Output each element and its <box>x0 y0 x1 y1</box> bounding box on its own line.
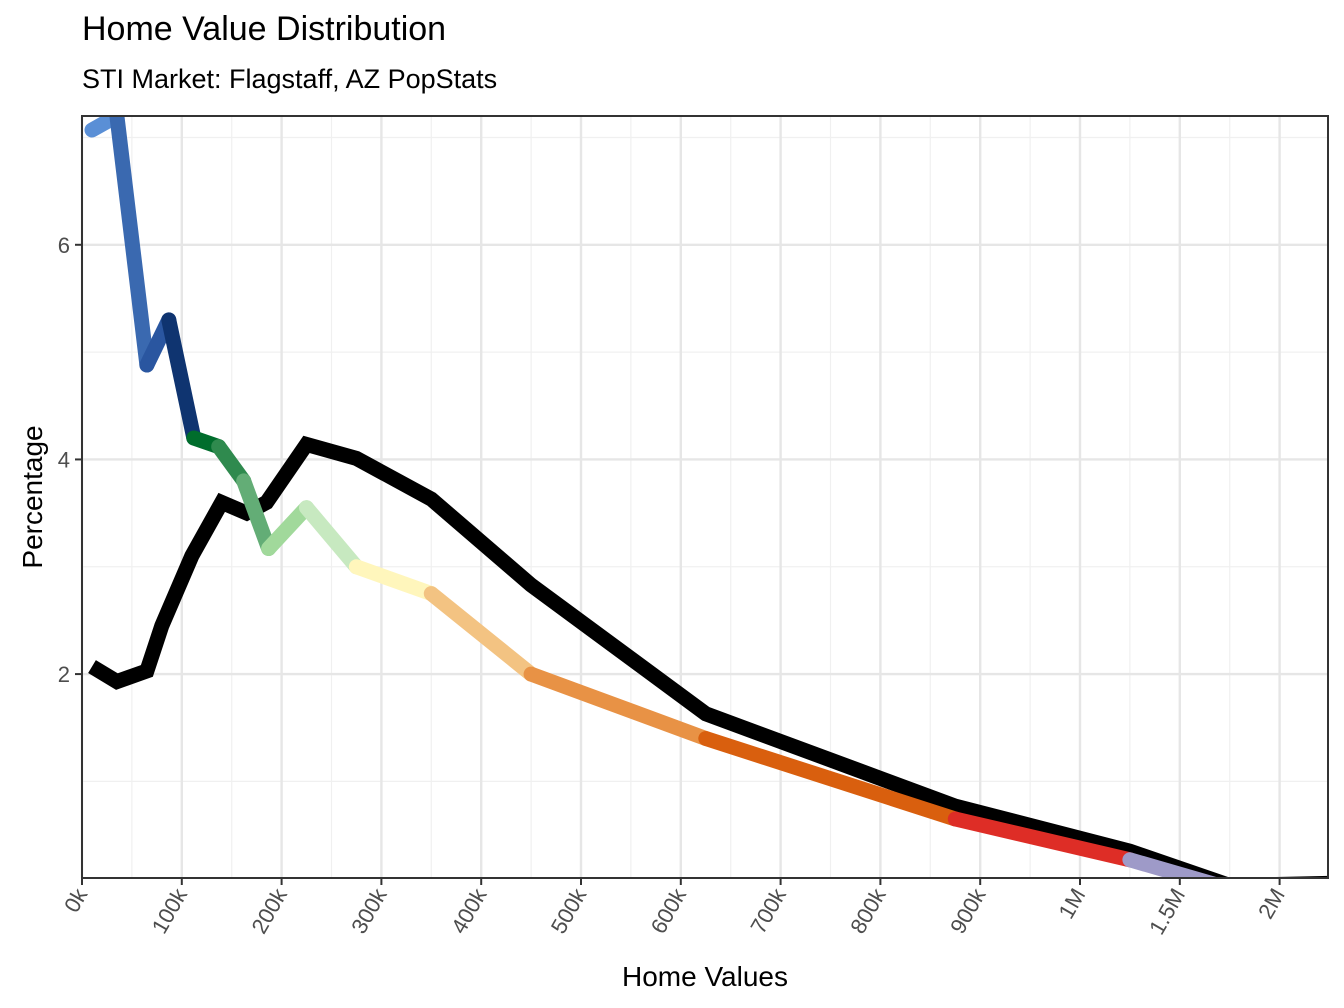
series-layer <box>84 116 1328 878</box>
x-tick-label: 500k <box>546 883 592 938</box>
chart-subtitle: STI Market: Flagstaff, AZ PopStats <box>82 64 498 94</box>
y-tick-label: 2 <box>58 662 70 687</box>
x-tick-label: 1M <box>1053 884 1090 923</box>
series-segment <box>236 473 277 556</box>
x-tick-label: 1.5M <box>1144 884 1190 939</box>
x-tick-label: 100k <box>147 883 193 938</box>
plot-panel-border <box>81 115 1329 879</box>
series-segment <box>1122 852 1220 878</box>
series-line-black <box>88 435 1328 878</box>
x-tick-label: 200k <box>246 883 292 938</box>
plot-panel-background <box>82 116 1328 878</box>
series-segment <box>947 811 1138 868</box>
x-tick-label: 0k <box>59 883 93 916</box>
x-tick-label: 400k <box>446 883 492 938</box>
series-segment <box>423 586 539 682</box>
x-tick-label: 800k <box>845 883 891 938</box>
series-segment <box>299 500 364 575</box>
x-tick-label: 300k <box>346 883 392 938</box>
series-segment <box>698 731 963 827</box>
x-axis-title: Home Values <box>622 961 788 992</box>
y-tick-label: 4 <box>58 447 70 472</box>
y-tick-label: 6 <box>58 233 70 258</box>
x-tick-label: 600k <box>646 883 692 938</box>
chart-title: Home Value Distribution <box>82 10 447 48</box>
series-segment <box>348 559 439 602</box>
x-tick-label: 900k <box>945 883 991 938</box>
series-segment <box>109 116 155 373</box>
x-tick-label: 700k <box>745 883 791 938</box>
x-tick-label: 2M <box>1253 884 1290 923</box>
series-segment <box>261 500 314 556</box>
series-segment <box>161 312 202 446</box>
y-axis-title: Percentage <box>17 425 48 568</box>
series-segment <box>523 666 714 746</box>
